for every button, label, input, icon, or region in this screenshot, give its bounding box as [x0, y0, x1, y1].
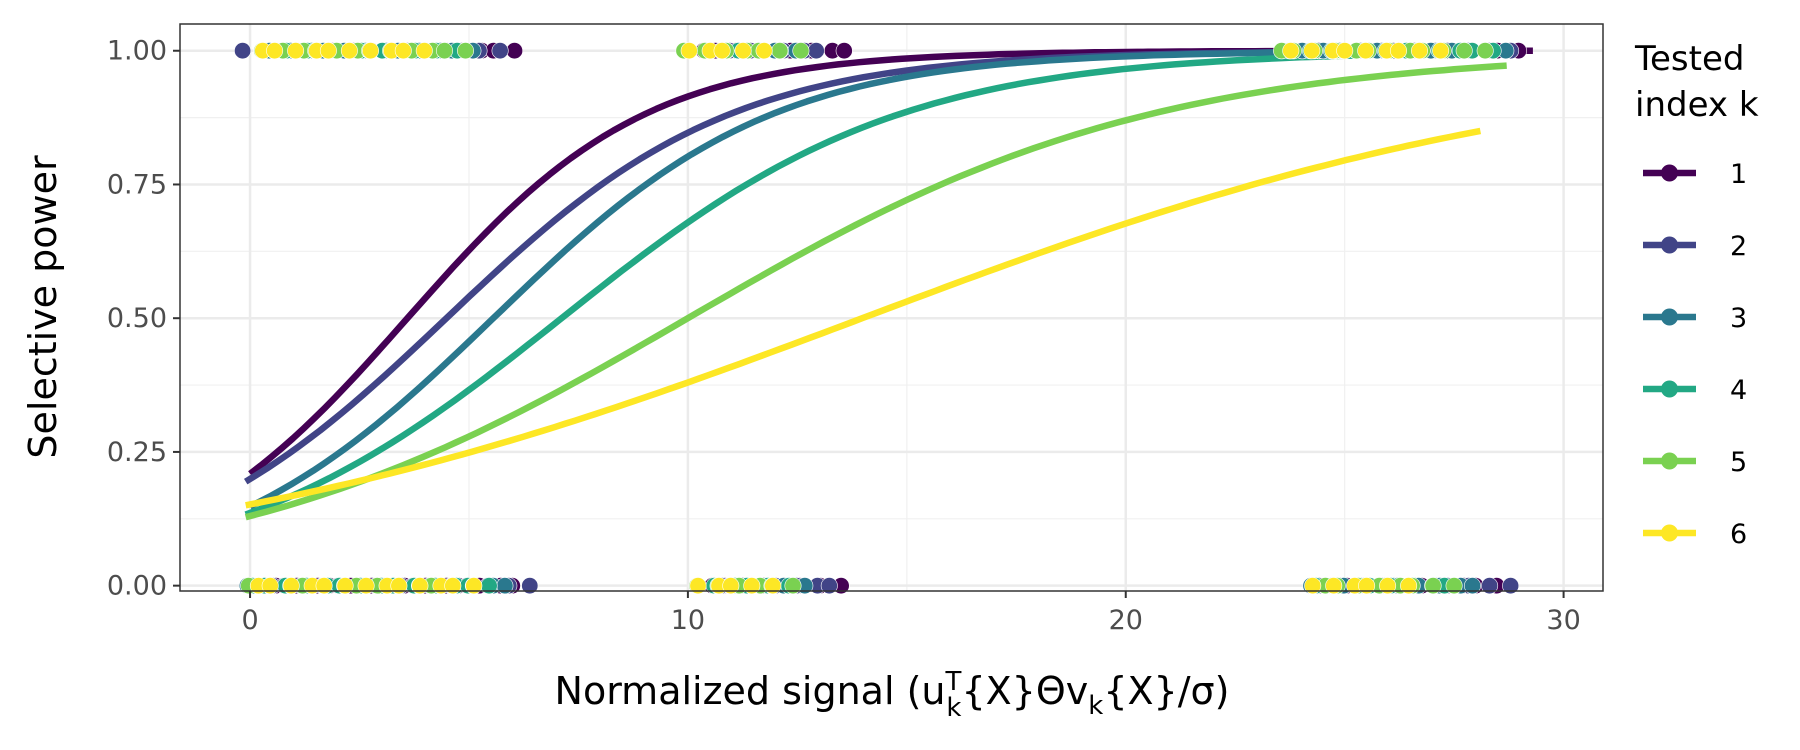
data-point-k6 [465, 577, 483, 595]
legend-label: 4 [1730, 375, 1747, 406]
y-tick-label: 0.50 [107, 303, 167, 334]
data-point-k6 [415, 42, 433, 60]
legend-key-point [1661, 452, 1678, 470]
data-point-k6 [1432, 42, 1450, 60]
data-point-k5 [784, 577, 802, 595]
data-point-k6 [1304, 577, 1322, 595]
data-point-k5 [771, 42, 789, 60]
legend-label: 1 [1730, 159, 1747, 190]
data-point-k2 [234, 42, 252, 60]
data-point-k6 [722, 577, 740, 595]
legend-key-point [1661, 524, 1678, 542]
data-point-k6 [261, 577, 279, 595]
y-tick-label: 1.00 [107, 36, 167, 67]
data-point-k5 [456, 42, 474, 60]
legend-label: 5 [1730, 447, 1747, 478]
data-point-k6 [1357, 42, 1375, 60]
data-point-k6 [680, 42, 698, 60]
data-point-k6 [1336, 42, 1354, 60]
data-point-k6 [390, 577, 408, 595]
legend-label: 3 [1730, 303, 1747, 334]
legend-item-k1: 1 [1643, 159, 1747, 190]
legend-key-point [1661, 308, 1678, 326]
y-tick-label: 0.00 [107, 571, 167, 602]
legend-label: 2 [1730, 231, 1747, 262]
data-point-k6 [266, 42, 284, 60]
data-point-k6 [444, 577, 462, 595]
legend-label: 6 [1730, 519, 1747, 550]
data-point-k6 [394, 42, 412, 60]
data-point-k6 [689, 577, 707, 595]
legend-item-k6: 6 [1643, 519, 1747, 550]
data-point-k5 [1455, 42, 1473, 60]
fitted-curve-k6 [245, 127, 1482, 509]
data-point-k6 [411, 577, 429, 595]
data-point-k6 [1303, 42, 1321, 60]
data-point-k6 [755, 42, 773, 60]
data-point-k5 [792, 42, 810, 60]
data-point-k6 [282, 577, 300, 595]
legend-item-k2: 2 [1643, 231, 1747, 262]
x-tick-label: 0 [241, 605, 258, 636]
data-point-k6 [336, 577, 354, 595]
legend-key-point [1661, 236, 1678, 254]
data-point-k3 [1464, 577, 1482, 595]
x-axis-title: Normalized signal (uT k{X}Θvk{X}/σ) [555, 667, 1230, 723]
legend-key-point [1661, 380, 1678, 398]
data-point-k5 [1424, 577, 1442, 595]
data-point-k2 [521, 577, 539, 595]
data-point-k6 [287, 42, 305, 60]
data-point-k5 [1476, 42, 1494, 60]
data-point-k5 [435, 42, 453, 60]
data-point-k6 [1411, 42, 1429, 60]
data-point-k1 [505, 42, 523, 60]
data-point-k6 [1282, 42, 1300, 60]
legend: Tested index k 1 2 3 4 5 6 [1634, 39, 1759, 550]
data-point-k6 [743, 577, 761, 595]
data-point-k6 [1358, 577, 1376, 595]
data-point-k6 [713, 42, 731, 60]
data-point-k1 [835, 42, 853, 60]
data-point-k2 [807, 42, 825, 60]
data-point-k2 [820, 577, 838, 595]
legend-title-line-1: Tested [1634, 39, 1744, 79]
data-point-k6 [361, 42, 379, 60]
y-axis-title: Selective power [21, 155, 65, 459]
legend-item-k3: 3 [1643, 303, 1747, 334]
plot-border [179, 23, 1604, 592]
data-point-k6 [1325, 577, 1343, 595]
data-point-k6 [764, 577, 782, 595]
fitted-curve-k5 [244, 62, 1507, 521]
observation-points [234, 42, 1528, 595]
data-point-k2 [1502, 577, 1520, 595]
x-tick-label: 10 [671, 605, 705, 636]
data-point-k6 [319, 42, 337, 60]
data-point-k6 [357, 577, 375, 595]
data-point-k6 [1379, 577, 1397, 595]
data-point-k6 [315, 577, 333, 595]
legend-title-line-2: index k [1635, 85, 1759, 125]
legend-key-point [1661, 164, 1678, 182]
data-point-k6 [340, 42, 358, 60]
y-tick-label: 0.75 [107, 169, 167, 200]
data-point-k2 [491, 42, 509, 60]
legend-item-k4: 4 [1643, 375, 1747, 406]
data-point-k2 [1481, 577, 1499, 595]
x-tick-label: 30 [1546, 605, 1580, 636]
data-point-k6 [1390, 42, 1408, 60]
data-point-k6 [734, 42, 752, 60]
y-tick-label: 0.25 [107, 437, 167, 468]
x-tick-label: 20 [1109, 605, 1143, 636]
data-point-k5 [1445, 577, 1463, 595]
data-point-k6 [1400, 577, 1418, 595]
axes: 0 10 20 30 0.00 0.25 0.50 0.75 1.00 [107, 36, 1581, 636]
legend-item-k5: 5 [1643, 447, 1747, 478]
